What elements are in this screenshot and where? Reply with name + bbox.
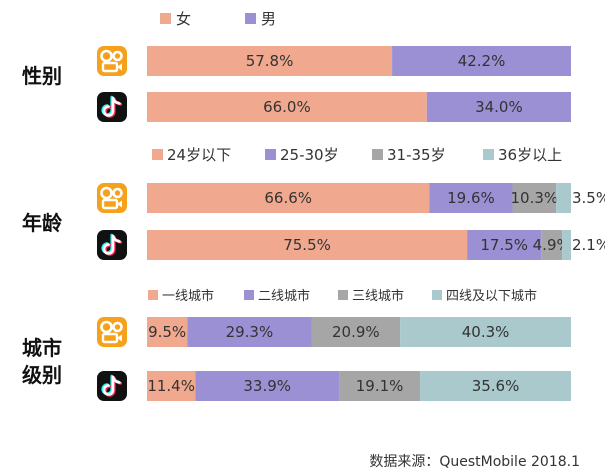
legend-swatch bbox=[372, 149, 383, 160]
douyin-logo-icon bbox=[97, 371, 127, 401]
data-label: 19.1% bbox=[356, 377, 404, 395]
legend-label: 男 bbox=[261, 10, 276, 28]
bar-segment bbox=[429, 183, 513, 213]
kuaishou-logo-icon bbox=[97, 183, 127, 213]
data-label: 29.3% bbox=[226, 323, 274, 341]
bar-segment bbox=[467, 230, 542, 260]
legend-swatch bbox=[265, 149, 276, 160]
bar-segment bbox=[512, 183, 557, 213]
data-label: 10.3% bbox=[510, 189, 558, 207]
legend-swatch bbox=[483, 149, 494, 160]
bar-segment bbox=[147, 230, 468, 260]
data-label: 3.5% bbox=[572, 189, 605, 207]
bar-segment bbox=[556, 183, 571, 213]
data-label: 42.2% bbox=[458, 52, 506, 70]
bar-segment bbox=[420, 371, 571, 401]
data-label: 17.5% bbox=[480, 236, 528, 254]
bar-segment bbox=[147, 317, 188, 347]
data-label: 57.8% bbox=[246, 52, 294, 70]
douyin-logo-icon bbox=[97, 92, 127, 122]
bar-segment bbox=[339, 371, 421, 401]
legend-label: 25-30岁 bbox=[280, 146, 339, 164]
data-label: 40.3% bbox=[462, 323, 510, 341]
legend-swatch bbox=[338, 290, 348, 300]
legend-swatch bbox=[245, 13, 256, 24]
legend-label: 二线城市 bbox=[258, 288, 310, 304]
data-label: 66.0% bbox=[263, 98, 311, 116]
data-label: 9.5% bbox=[148, 323, 186, 341]
data-label: 4.9% bbox=[533, 236, 571, 254]
legend-swatch bbox=[432, 290, 442, 300]
legend-swatch bbox=[160, 13, 171, 24]
data-label: 20.9% bbox=[332, 323, 380, 341]
kuaishou-logo-icon bbox=[97, 317, 127, 347]
bar-segment bbox=[562, 230, 571, 260]
data-label: 11.4% bbox=[147, 377, 195, 395]
legend-label: 一线城市 bbox=[162, 288, 214, 304]
bar-segment bbox=[195, 371, 340, 401]
legend-swatch bbox=[152, 149, 163, 160]
legend-label: 36岁以上 bbox=[498, 146, 562, 164]
group-label: 年龄 bbox=[22, 211, 63, 235]
data-label: 33.9% bbox=[243, 377, 291, 395]
bar-segment bbox=[147, 183, 430, 213]
douyin-logo-icon bbox=[97, 230, 127, 260]
bar-segment bbox=[392, 46, 571, 76]
legend-label: 女 bbox=[176, 10, 191, 28]
legend-label: 31-35岁 bbox=[387, 146, 446, 164]
group-label: 级别 bbox=[22, 363, 62, 387]
bar-segment bbox=[147, 371, 196, 401]
legend-label: 三线城市 bbox=[352, 288, 404, 304]
bar-segment bbox=[187, 317, 312, 347]
bar-segment bbox=[147, 46, 393, 76]
data-label: 19.6% bbox=[447, 189, 495, 207]
data-label: 75.5% bbox=[283, 236, 331, 254]
group-label: 性别 bbox=[22, 64, 62, 88]
data-label: 34.0% bbox=[475, 98, 523, 116]
kuaishou-logo-icon bbox=[97, 46, 127, 76]
data-label: 66.6% bbox=[264, 189, 312, 207]
bar-segment bbox=[426, 92, 571, 122]
legend-swatch bbox=[148, 290, 158, 300]
bar-segment bbox=[311, 317, 401, 347]
source-note: 数据来源：QuestMobile 2018.1 bbox=[369, 454, 580, 470]
legend-label: 四线及以下城市 bbox=[446, 288, 537, 304]
legend-swatch bbox=[244, 290, 254, 300]
bar-segment bbox=[147, 92, 427, 122]
bar-segment bbox=[541, 230, 563, 260]
data-label: 2.1% bbox=[572, 236, 605, 254]
legend-label: 24岁以下 bbox=[167, 146, 231, 164]
group-label: 城市 bbox=[22, 336, 62, 360]
bar-segment bbox=[400, 317, 571, 347]
data-label: 35.6% bbox=[472, 377, 520, 395]
